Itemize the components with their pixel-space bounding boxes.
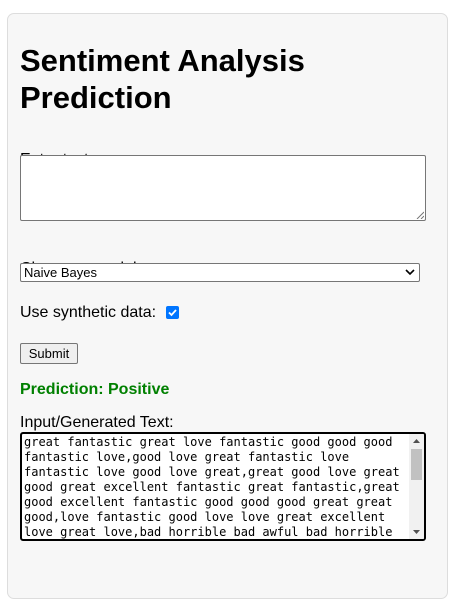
scroll-down-arrow-icon[interactable] (409, 524, 424, 539)
generated-text-area[interactable]: great fantastic great love fantastic goo… (20, 432, 426, 541)
synthetic-data-checkbox[interactable] (166, 306, 179, 319)
synthetic-data-label: Use synthetic data: (20, 304, 157, 321)
prediction-result: Prediction: Positive (20, 381, 170, 398)
scrollbar-thumb[interactable] (411, 449, 422, 480)
checkmark-icon (168, 309, 177, 317)
page-title: Sentiment Analysis Prediction (20, 43, 305, 115)
model-select[interactable]: Naive Bayes (20, 263, 420, 282)
chevron-down-icon (405, 269, 415, 276)
generated-text-label: Input/Generated Text: (20, 414, 174, 431)
generated-text-content: great fantastic great love fantastic goo… (24, 435, 400, 539)
submit-button[interactable]: Submit (20, 343, 78, 364)
scrollbar[interactable] (409, 434, 424, 539)
resize-grip-icon[interactable] (416, 211, 424, 219)
scroll-up-arrow-icon[interactable] (409, 434, 424, 449)
text-input[interactable] (20, 155, 426, 221)
model-select-value: Naive Bayes (24, 265, 97, 280)
